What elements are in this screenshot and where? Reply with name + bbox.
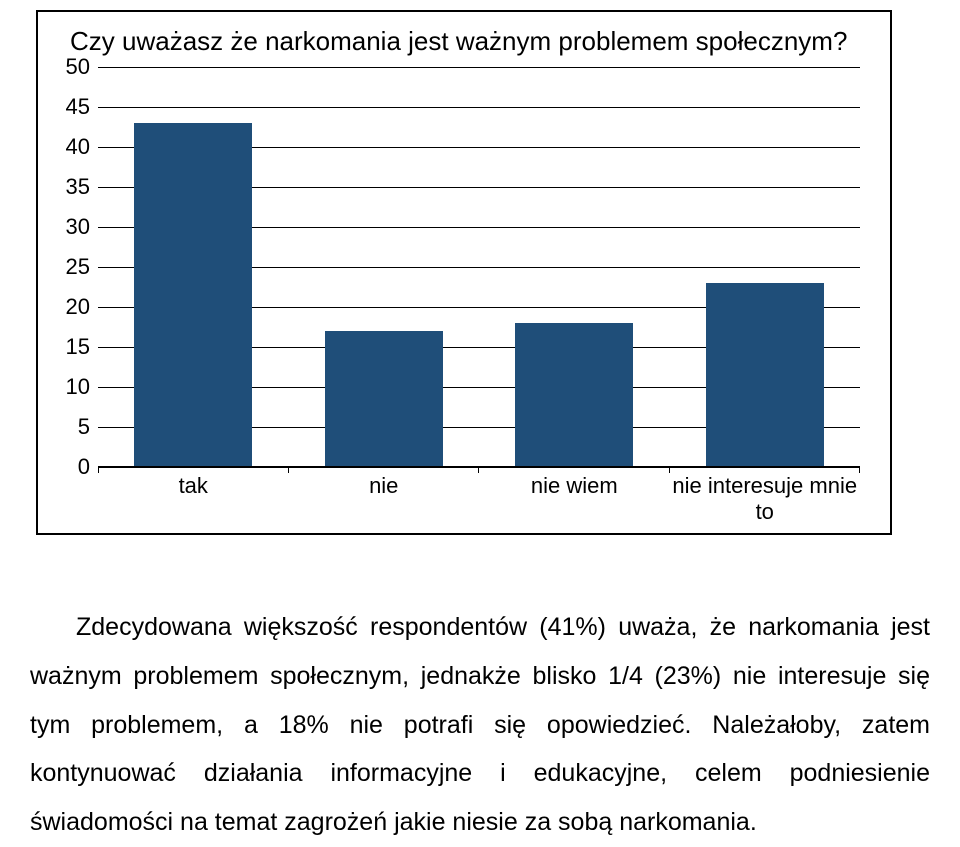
chart-bar-slot [98, 67, 289, 467]
chart-bar [515, 323, 633, 467]
chart-x-label: nie wiem [479, 473, 670, 525]
chart-x-label: nie interesuje mnie to [670, 473, 861, 525]
chart-x-tick [859, 467, 860, 473]
chart-x-tick [669, 467, 670, 473]
chart-bars-row [98, 67, 860, 467]
chart-y-tick-label: 15 [56, 334, 90, 360]
chart-x-axis-line [98, 466, 860, 467]
chart-y-tick-label: 20 [56, 294, 90, 320]
chart-x-tick [98, 467, 99, 473]
chart-x-label: nie [289, 473, 480, 525]
chart-y-tick-label: 50 [56, 54, 90, 80]
analysis-paragraph: Zdecydowana większość respondentów (41%)… [30, 603, 930, 847]
chart-y-tick-label: 40 [56, 134, 90, 160]
chart-container: Czy uważasz że narkomania jest ważnym pr… [36, 10, 892, 535]
chart-bar-slot [289, 67, 480, 467]
analysis-text: Zdecydowana większość respondentów (41%)… [30, 613, 930, 836]
chart-bar [134, 123, 252, 467]
chart-bar-slot [479, 67, 670, 467]
chart-plot-area: 05101520253035404550 [98, 67, 860, 467]
chart-x-label: tak [98, 473, 289, 525]
chart-y-tick-label: 30 [56, 214, 90, 240]
chart-y-tick-label: 5 [56, 414, 90, 440]
chart-y-tick-label: 25 [56, 254, 90, 280]
chart-gridline [98, 467, 860, 468]
chart-x-tick [288, 467, 289, 473]
chart-bar [706, 283, 824, 467]
chart-y-tick-label: 10 [56, 374, 90, 400]
chart-bar [325, 331, 443, 467]
chart-title: Czy uważasz że narkomania jest ważnym pr… [70, 26, 870, 57]
chart-bar-slot [670, 67, 861, 467]
chart-y-tick-label: 0 [56, 454, 90, 480]
chart-y-tick-label: 45 [56, 94, 90, 120]
chart-x-tick [478, 467, 479, 473]
chart-x-axis-labels: taknienie wiemnie interesuje mnie to [98, 473, 860, 525]
chart-y-tick-label: 35 [56, 174, 90, 200]
